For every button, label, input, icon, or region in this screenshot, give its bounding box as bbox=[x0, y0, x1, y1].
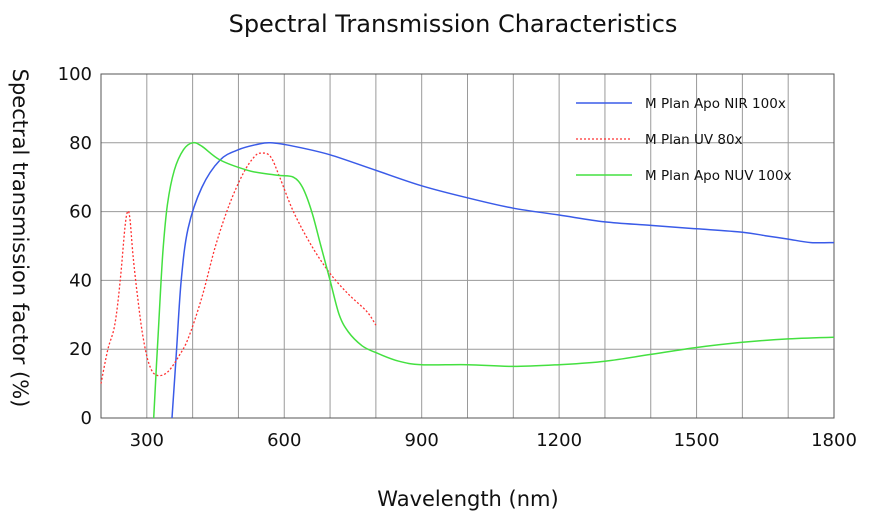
x-tick-label: 1200 bbox=[536, 430, 582, 451]
grid-layer bbox=[101, 74, 834, 418]
x-tick-label: 600 bbox=[267, 430, 301, 451]
series-line-m-plan-uv-80x bbox=[100, 152, 377, 384]
y-axis-label: Spectral transmission factor (%) bbox=[8, 69, 32, 408]
y-tick-label: 100 bbox=[58, 64, 92, 85]
x-tick-label: 300 bbox=[130, 430, 164, 451]
legend-label-m-plan-uv-80x: M Plan UV 80x bbox=[645, 132, 743, 148]
plot-frame bbox=[100, 73, 835, 419]
y-tick-label: 0 bbox=[81, 408, 92, 429]
x-tick-label: 1800 bbox=[811, 430, 857, 451]
x-axis-label: Wavelength (nm) bbox=[377, 487, 558, 511]
legend-label-m-plan-apo-nuv-100x: M Plan Apo NUV 100x bbox=[645, 168, 792, 184]
legend-label-m-plan-apo-nir-100x: M Plan Apo NIR 100x bbox=[645, 96, 786, 112]
chart-title: Spectral Transmission Characteristics bbox=[229, 10, 678, 38]
y-tick-label: 20 bbox=[69, 339, 92, 360]
y-tick-label: 80 bbox=[69, 133, 92, 154]
series-line-m-plan-apo-nuv-100x bbox=[152, 141, 835, 419]
x-tick-label: 1500 bbox=[674, 430, 720, 451]
legend: M Plan Apo NIR 100x M Plan UV 80x M Plan A… bbox=[576, 96, 792, 184]
y-tick-label: 60 bbox=[69, 202, 92, 223]
x-tick-label: 900 bbox=[405, 430, 439, 451]
series-line-m-plan-apo-nir-100x bbox=[171, 141, 835, 419]
tick-layer: 300 600 900 1200 1500 1800 0 20 40 60 80 100 bbox=[58, 64, 857, 451]
series-layer bbox=[100, 141, 835, 419]
y-tick-label: 40 bbox=[69, 270, 92, 291]
